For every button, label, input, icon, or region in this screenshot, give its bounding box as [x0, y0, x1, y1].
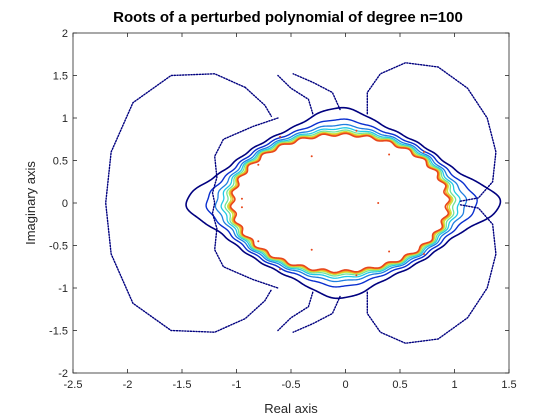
outer-right-top: [366, 62, 497, 202]
x-tick-label: -2: [123, 379, 133, 391]
x-tick-label: 1: [451, 379, 457, 391]
y-tick-label: 0: [62, 198, 68, 210]
outer-top-lobe-b: [292, 73, 341, 111]
y-tick-label: -0.5: [49, 241, 68, 253]
outer-bottom-lobe-b: [292, 295, 341, 333]
root-marker: [257, 240, 260, 243]
root-marker: [257, 163, 260, 166]
outer-bottom-lobe: [277, 291, 314, 332]
x-tick-label: 0.5: [392, 379, 407, 391]
x-axis-label: Real axis: [264, 401, 318, 416]
outer-top-lobe: [277, 74, 314, 115]
y-tick-label: 2: [62, 28, 68, 40]
x-tick-label: -0.5: [282, 379, 301, 391]
root-marker: [422, 151, 425, 153]
plot-area: [72, 32, 510, 374]
y-tick-label: -1.5: [49, 326, 68, 338]
y-tick-label: -1: [58, 283, 68, 295]
inner-left-wave: [211, 117, 279, 289]
root-marker: [388, 250, 391, 253]
root-marker: [388, 153, 391, 156]
root-markers: [240, 129, 425, 277]
x-tick-label: -1: [232, 379, 242, 391]
x-tick-label: 1.5: [501, 379, 516, 391]
contour-curves: [105, 62, 502, 344]
outer-right-bottom: [366, 204, 497, 344]
outer-left-loop-top-end: [244, 86, 273, 117]
chart-title: Roots of a perturbed polynomial of degre…: [113, 9, 463, 26]
x-tick-label: -1.5: [173, 379, 192, 391]
root-marker: [310, 248, 313, 251]
y-axis-label: Imaginary axis: [23, 161, 38, 245]
root-marker: [310, 155, 313, 158]
root-marker: [279, 268, 282, 271]
x-tick-label: 0: [342, 379, 348, 391]
contour-level-7: [229, 132, 451, 274]
root-marker: [355, 129, 358, 132]
root-marker: [240, 206, 243, 209]
y-tick-label: -2: [58, 368, 68, 380]
root-marker: [240, 197, 243, 200]
axis-ticks: -2.5 -2 -1.5 -1 -0.5 0 0.5 1 1.5-2-1.5-1-0.500.5…: [49, 28, 517, 391]
root-marker: [279, 135, 282, 138]
y-tick-label: 1.5: [53, 71, 68, 83]
y-tick-label: 1: [62, 113, 68, 125]
x-tick-label: -2.5: [64, 379, 83, 391]
root-marker: [355, 274, 358, 277]
root-marker: [422, 253, 425, 255]
contour-level-2: [214, 123, 468, 283]
contour-level-4: [224, 129, 457, 277]
outer-left-loop: [105, 73, 273, 333]
contour-level-1: [205, 118, 478, 288]
y-tick-label: 0.5: [53, 156, 68, 168]
root-marker: [377, 202, 380, 204]
contour-level-0: [185, 106, 502, 300]
contour-level-3: [220, 127, 461, 279]
